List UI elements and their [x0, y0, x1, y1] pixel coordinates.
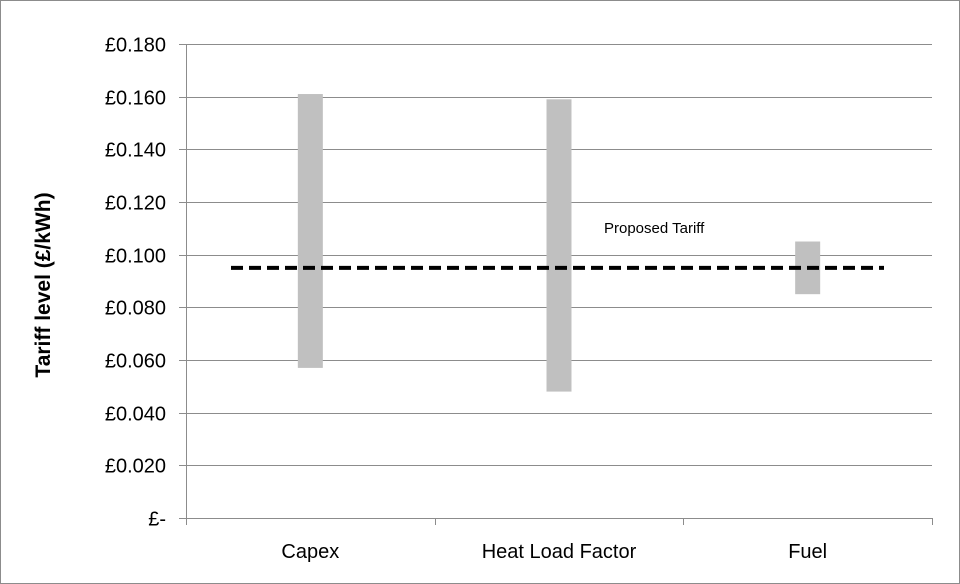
- x-category-label: Heat Load Factor: [482, 541, 637, 563]
- axes: [179, 44, 933, 525]
- y-tick-label: £0.140: [105, 140, 166, 162]
- y-tick-label: £0.120: [105, 193, 166, 215]
- y-tick-label: £0.020: [105, 456, 166, 478]
- proposed-tariff-label: Proposed Tariff: [604, 220, 705, 237]
- y-axis-title: Tariff level (£/kWh): [32, 192, 55, 377]
- x-category-label: Capex: [281, 541, 339, 563]
- range-bar-heat-load-factor: [546, 99, 572, 392]
- x-category-label: Fuel: [788, 541, 827, 563]
- range-bar-capex: [297, 94, 323, 368]
- y-tick-label: £0.040: [105, 404, 166, 426]
- y-tick-label: £0.060: [105, 351, 166, 373]
- y-tick-label: £0.160: [105, 88, 166, 110]
- y-tick-label: £0.180: [105, 35, 166, 57]
- y-tick-label: £0.100: [105, 246, 166, 268]
- labels: £- £0.020 £0.040 £0.060 £0.080 £0.100 £0.120 £0…: [32, 35, 827, 564]
- y-tick-label: £-: [148, 509, 166, 531]
- y-tick-label: £0.080: [105, 298, 166, 320]
